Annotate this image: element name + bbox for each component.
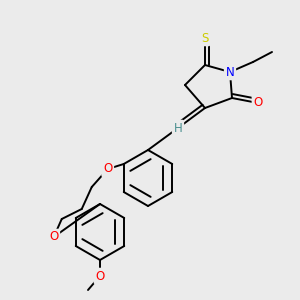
Text: H: H xyxy=(174,122,182,134)
Text: N: N xyxy=(226,65,234,79)
Text: O: O xyxy=(103,163,112,176)
Text: O: O xyxy=(95,269,105,283)
Text: S: S xyxy=(201,32,209,44)
Text: O: O xyxy=(49,230,58,244)
Text: O: O xyxy=(254,97,262,110)
